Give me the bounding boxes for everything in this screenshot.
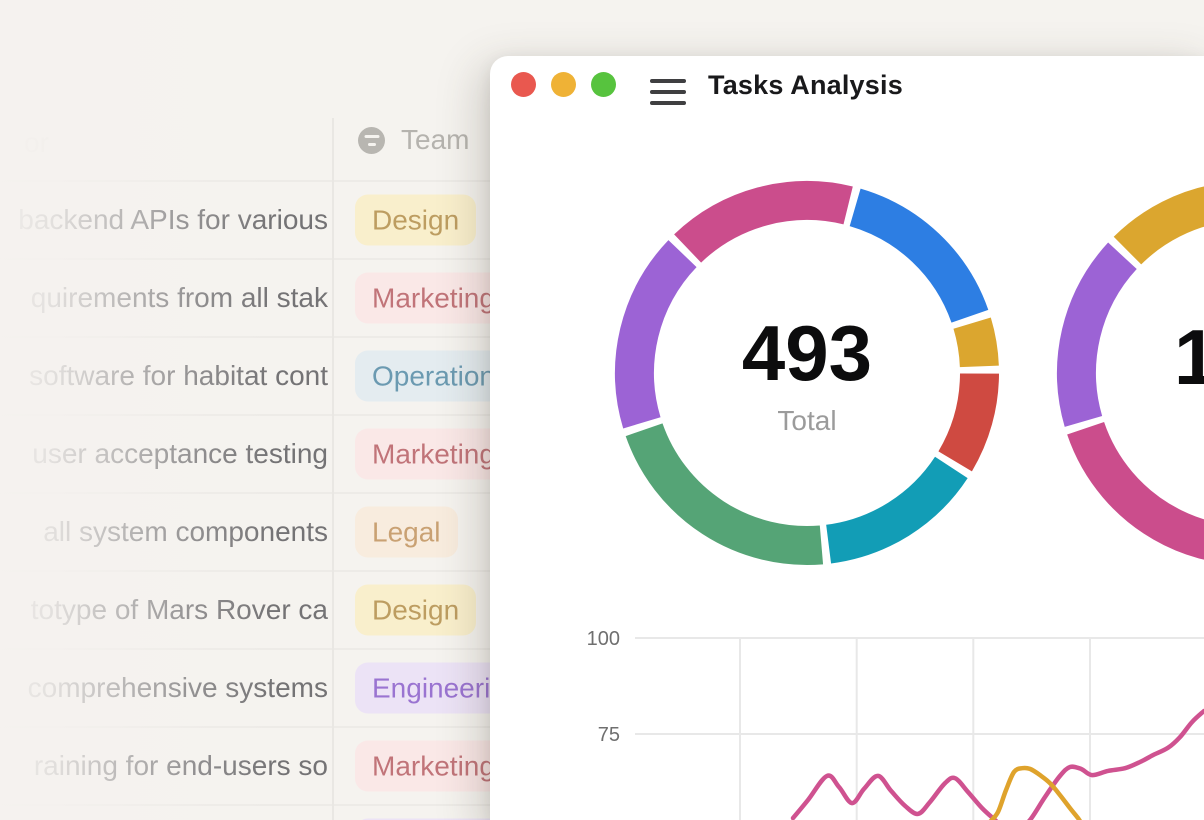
task-text: raining for end-users so (33, 750, 328, 781)
zoom-button[interactable] (591, 72, 616, 97)
minimize-button[interactable] (551, 72, 576, 97)
line-chart-svg: 100 75 (587, 628, 1204, 820)
donut-ring (1057, 186, 1204, 560)
task-text: software for habitat cont (29, 360, 328, 391)
tasks-total-donut-chart: 493 Total (607, 173, 1007, 573)
y-axis-tick-label: 100 (587, 628, 620, 650)
filter-circle-icon (358, 126, 385, 154)
window-title: Tasks Analysis (708, 70, 903, 100)
y-axis-tick-label: 75 (598, 724, 620, 746)
titlebar[interactable]: Tasks Analysis (490, 56, 1204, 126)
task-text: totype of Mars Rover ca (30, 594, 328, 625)
column-divider (332, 118, 334, 820)
task-text: comprehensive systems (27, 672, 328, 703)
team-tag[interactable]: Design (355, 584, 477, 636)
task-text (0, 806, 328, 820)
column-header-fragment: or (24, 127, 49, 158)
donut-ring (615, 181, 999, 565)
task-text: user acceptance testing (32, 438, 328, 469)
team-column-header[interactable]: Team (358, 124, 469, 156)
team-tag[interactable]: Marketing (355, 740, 512, 792)
trend-line-chart: 100 75 (490, 608, 1204, 820)
team-tag[interactable]: Engineering (355, 818, 539, 820)
donut-total-value-partial: 1 (1174, 313, 1204, 401)
secondary-donut-chart: 1 (1049, 173, 1204, 573)
team-tag[interactable]: Design (355, 194, 477, 246)
close-button[interactable] (511, 72, 536, 97)
team-tag[interactable]: Marketing (355, 272, 512, 324)
series-yellow (988, 765, 1082, 820)
team-tag[interactable]: Legal (355, 506, 458, 558)
task-text: all system components (43, 516, 328, 547)
team-tag[interactable]: Marketing (355, 428, 512, 480)
series-pink (790, 708, 1204, 820)
tasks-analysis-window: Tasks Analysis 493 Total 1 100 75 (490, 56, 1204, 820)
team-column-header-label: Team (401, 124, 470, 155)
menu-icon[interactable] (650, 75, 686, 107)
table-row[interactable]: Engineering (0, 806, 1204, 820)
task-text: quirements from all stak (30, 282, 328, 313)
task-text: backend APIs for various (18, 204, 328, 235)
